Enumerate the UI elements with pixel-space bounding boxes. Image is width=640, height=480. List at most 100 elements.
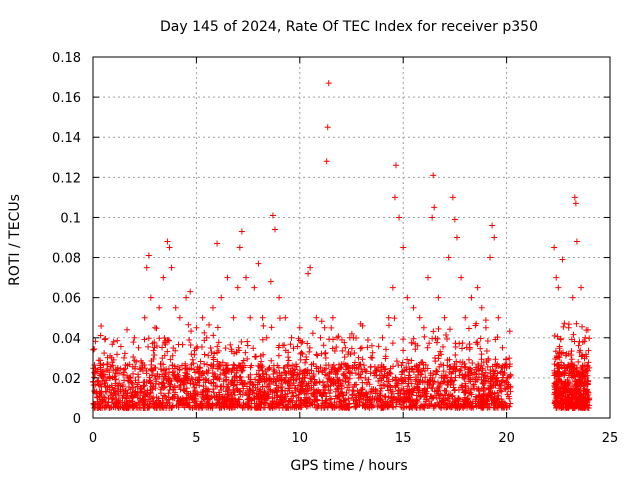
data-point	[119, 401, 126, 408]
data-point	[462, 373, 469, 380]
data-point	[408, 391, 415, 398]
data-point	[141, 402, 148, 409]
data-point	[183, 373, 190, 380]
data-point	[261, 378, 268, 385]
data-point	[560, 323, 567, 330]
data-point	[552, 398, 559, 405]
data-point	[400, 393, 407, 400]
data-point	[160, 375, 167, 382]
data-point	[338, 382, 345, 389]
data-point	[579, 323, 586, 330]
data-point	[401, 367, 408, 374]
data-point	[239, 380, 246, 387]
data-point	[369, 349, 376, 356]
data-point	[440, 362, 447, 369]
data-point	[398, 371, 405, 378]
data-point	[263, 371, 270, 378]
data-point	[359, 379, 366, 386]
data-point	[393, 358, 400, 365]
y-tick-label: 0.14	[52, 131, 81, 146]
data-point	[301, 390, 308, 397]
data-point	[103, 398, 110, 405]
data-point	[495, 314, 502, 321]
data-point	[260, 322, 267, 329]
data-point	[180, 387, 187, 394]
data-point	[131, 357, 138, 364]
data-point	[228, 391, 235, 398]
data-point	[551, 332, 558, 339]
data-point	[151, 404, 158, 411]
data-point	[285, 385, 292, 392]
data-point	[438, 374, 445, 381]
data-point	[571, 194, 578, 201]
data-point	[398, 362, 405, 369]
data-point	[555, 372, 562, 379]
data-point	[197, 365, 204, 372]
data-point	[347, 370, 354, 377]
data-point	[109, 359, 116, 366]
data-point	[424, 365, 431, 372]
data-point	[293, 363, 300, 370]
data-point	[229, 366, 236, 373]
data-point	[334, 377, 341, 384]
data-point	[195, 368, 202, 375]
data-point	[361, 366, 368, 373]
data-point	[238, 377, 245, 384]
data-point	[157, 386, 164, 393]
data-point	[189, 356, 196, 363]
data-point	[304, 382, 311, 389]
data-point	[331, 399, 338, 406]
data-point	[153, 378, 160, 385]
data-point	[404, 294, 411, 301]
data-point	[200, 402, 207, 409]
data-point	[333, 344, 340, 351]
data-point	[145, 335, 152, 342]
data-point	[436, 395, 443, 402]
data-point	[299, 370, 306, 377]
y-tick-label: 0	[73, 412, 81, 427]
data-point	[106, 386, 113, 393]
data-point	[128, 394, 135, 401]
data-point	[345, 379, 352, 386]
data-point	[143, 264, 150, 271]
data-point	[229, 386, 236, 393]
data-point	[258, 376, 265, 383]
data-point	[457, 359, 464, 366]
data-point	[400, 385, 407, 392]
data-point	[271, 403, 278, 410]
x-tick-label: 20	[498, 431, 515, 446]
data-point	[191, 395, 198, 402]
data-point	[339, 347, 346, 354]
data-point	[115, 404, 122, 411]
data-point	[400, 336, 407, 343]
data-point	[404, 383, 411, 390]
data-point	[471, 371, 478, 378]
data-point	[273, 398, 280, 405]
data-point	[303, 353, 310, 360]
data-point	[318, 404, 325, 411]
data-point	[489, 363, 496, 370]
data-point	[102, 335, 109, 342]
data-point	[209, 363, 216, 370]
data-point	[276, 294, 283, 301]
data-point	[183, 294, 190, 301]
data-point	[235, 362, 242, 369]
data-point	[424, 344, 431, 351]
data-point	[265, 366, 272, 373]
data-point	[202, 376, 209, 383]
data-point	[383, 374, 390, 381]
data-point	[325, 80, 332, 87]
data-point	[391, 194, 398, 201]
data-point	[245, 391, 252, 398]
data-point	[398, 380, 405, 387]
data-point	[240, 357, 247, 364]
data-point	[203, 368, 210, 375]
data-point	[270, 370, 277, 377]
data-point	[98, 323, 105, 330]
data-point	[506, 328, 513, 335]
data-point	[431, 378, 438, 385]
data-point	[430, 172, 437, 179]
data-point	[375, 343, 382, 350]
data-point	[184, 390, 191, 397]
